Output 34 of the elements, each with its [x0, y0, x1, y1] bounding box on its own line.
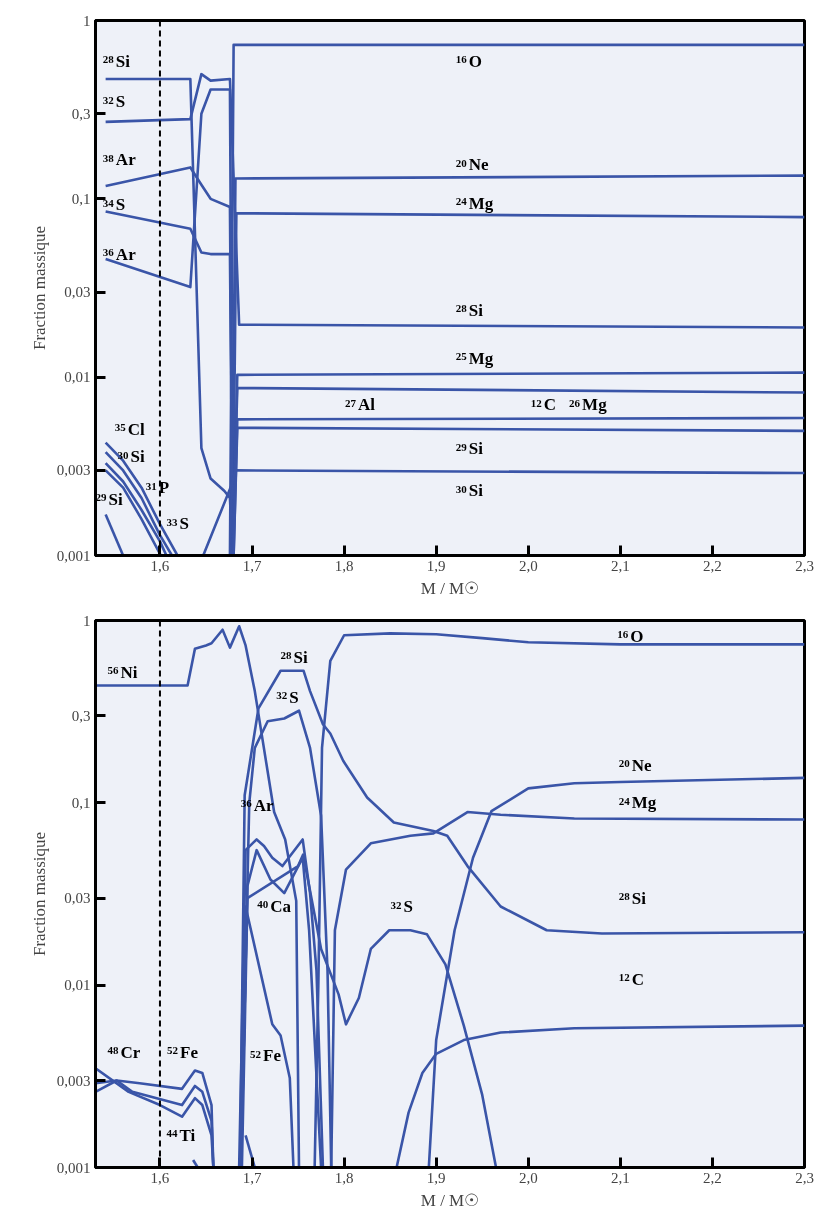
x-tick-label: 2,3: [795, 1169, 814, 1186]
x-tick-label: 1,9: [426, 557, 446, 574]
x-tick-label: 2,2: [703, 1169, 722, 1186]
y-tick-label: 0,03: [64, 890, 91, 907]
y-tick-label: 0,1: [71, 190, 91, 207]
x-tick-label: 2,1: [610, 1169, 630, 1186]
y-axis-title: Fraction massique: [29, 225, 49, 351]
y-tick-label: 0,001: [56, 547, 91, 564]
y-tick-label: 1: [83, 12, 91, 29]
y-tick-label: 0,01: [64, 369, 91, 386]
x-tick-label: 2,0: [518, 1169, 538, 1186]
x-tick-label: 2,0: [518, 557, 538, 574]
x-tick-label: 1,7: [242, 557, 262, 574]
y-tick-label: 0,03: [64, 284, 91, 301]
x-tick-label: 1,8: [334, 1169, 354, 1186]
y-tick-label: 0,001: [56, 1159, 91, 1176]
y-tick-label: 0,003: [56, 462, 91, 479]
x-tick-label: 1,9: [426, 1169, 446, 1186]
y-tick-label: 0,003: [56, 1072, 91, 1089]
y-tick-label: 1: [83, 612, 91, 629]
y-tick-label: 0,01: [64, 977, 91, 994]
x-axis-title: M / M☉: [420, 1190, 480, 1210]
x-tick-label: 2,3: [795, 557, 814, 574]
x-tick-label: 1,8: [334, 557, 354, 574]
x-axis-title: M / M☉: [420, 578, 480, 598]
x-tick-label: 1,6: [150, 1169, 170, 1186]
y-tick-label: 0,1: [71, 794, 91, 811]
x-tick-label: 2,1: [610, 557, 630, 574]
y-tick-label: 0,3: [71, 707, 91, 724]
x-tick-label: 1,7: [242, 1169, 262, 1186]
y-axis-title: Fraction massique: [29, 831, 49, 957]
x-tick-label: 2,2: [703, 557, 722, 574]
y-tick-label: 0,3: [71, 105, 91, 122]
x-tick-label: 1,6: [150, 557, 170, 574]
